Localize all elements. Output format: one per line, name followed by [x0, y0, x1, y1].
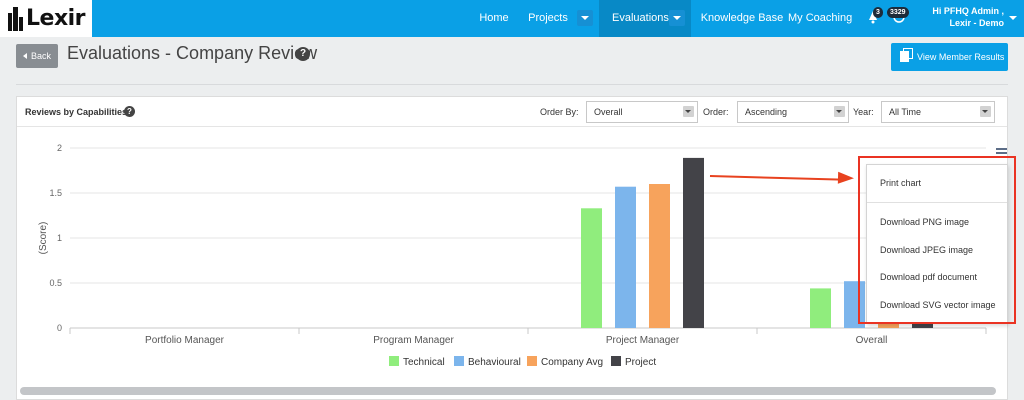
- legend-item-label: Project: [625, 357, 656, 368]
- top-navbar: Lexir Home Projects Evaluations Knowledg…: [0, 0, 1024, 37]
- y-tick-label: 2: [57, 143, 62, 153]
- capabilities-chart: 0 0.5 1 1.5 2 (Score) Portfolio Manager Program…: [38, 143, 987, 368]
- bar-behavioural: [615, 186, 636, 328]
- organization-name: Lexir - Demo: [949, 18, 1004, 28]
- menu-print-chart[interactable]: Print chart: [880, 178, 922, 188]
- y-tick-label: 0.5: [49, 278, 62, 288]
- legend-swatch: [389, 356, 399, 366]
- nav-home[interactable]: Home: [479, 12, 509, 24]
- bar-technical: [581, 208, 602, 328]
- view-member-results-button[interactable]: View Member Results: [891, 43, 1008, 71]
- x-tick-label: Portfolio Manager: [145, 335, 225, 346]
- back-arrow-icon: [22, 53, 27, 59]
- notifications-badge: 3: [873, 7, 883, 18]
- panel-help-icon[interactable]: ?: [124, 106, 135, 117]
- bar-project: [912, 322, 933, 328]
- logo-text: Lexir: [26, 6, 86, 31]
- horizontal-scrollbar[interactable]: [20, 387, 996, 395]
- panel-title: Reviews by Capabilities: [25, 107, 128, 117]
- year-value: All Time: [889, 107, 922, 117]
- points-badge: 3329: [887, 7, 909, 18]
- order-chevron-icon: [834, 106, 845, 117]
- x-tick-label: Project Manager: [606, 335, 680, 346]
- lexir-logo[interactable]: Lexir: [0, 0, 92, 37]
- legend-swatch: [611, 356, 621, 366]
- year-select[interactable]: All Time: [881, 101, 995, 123]
- y-tick-label: 1.5: [49, 188, 62, 198]
- nav-my-coaching[interactable]: My Coaching: [788, 12, 853, 24]
- annotation-arrow-head-icon: [837, 171, 855, 185]
- nav-projects[interactable]: Projects: [528, 12, 568, 24]
- page-title: Evaluations - Company Review: [67, 43, 318, 63]
- bar-project: [683, 157, 704, 328]
- menu-download-jpeg[interactable]: Download JPEG image: [880, 245, 974, 255]
- menu-download-svg[interactable]: Download SVG vector image: [880, 300, 996, 310]
- legend-swatch: [527, 356, 537, 366]
- menu-download-png[interactable]: Download PNG image: [880, 217, 970, 227]
- menu-separator: [867, 202, 1007, 203]
- order-value: Ascending: [745, 107, 788, 117]
- menu-download-pdf[interactable]: Download pdf document: [880, 272, 978, 282]
- bar-company-avg: [649, 184, 670, 328]
- legend-swatch: [454, 356, 464, 366]
- greeting-text: Hi PFHQ Admin ,: [932, 6, 1004, 16]
- header-divider: [16, 84, 1008, 85]
- y-tick-label: 1: [57, 233, 62, 243]
- back-button[interactable]: Back: [16, 44, 58, 68]
- order-by-select[interactable]: Overall: [586, 101, 698, 123]
- order-by-label: Order By:: [540, 107, 579, 117]
- documents-icon: [900, 48, 913, 62]
- order-label: Order:: [703, 107, 729, 117]
- order-select[interactable]: Ascending: [737, 101, 849, 123]
- year-chevron-icon: [980, 106, 991, 117]
- bar-company-avg: [878, 322, 899, 328]
- legend-item-label: Behavioural: [468, 357, 521, 368]
- x-tick-label: Program Manager: [373, 335, 454, 346]
- reviews-panel: Reviews by Capabilities ? Order By: Over…: [16, 96, 1008, 400]
- legend-item-label: Company Avg: [541, 357, 603, 368]
- nav-evaluations[interactable]: Evaluations: [599, 0, 691, 37]
- x-tick-label: Overall: [856, 335, 888, 346]
- annotation-highlight-box: [858, 156, 1016, 324]
- user-menu[interactable]: Hi PFHQ Admin , Lexir - Demo: [932, 5, 1017, 29]
- nav-evaluations-label: Evaluations: [612, 12, 669, 24]
- view-member-results-label: View Member Results: [917, 52, 1005, 62]
- back-label: Back: [30, 51, 51, 61]
- order-by-chevron-icon: [683, 106, 694, 117]
- nav-knowledge-base[interactable]: Knowledge Base: [700, 12, 784, 24]
- user-menu-chevron-icon: [1009, 16, 1017, 20]
- bar-technical: [810, 288, 831, 328]
- chart-export-menu: Print chart Download PNG image Download …: [866, 164, 1008, 324]
- projects-dropdown-icon[interactable]: [577, 10, 593, 26]
- building-logo-icon: [8, 6, 24, 31]
- year-label: Year:: [853, 107, 874, 117]
- legend-item-label: Technical: [403, 357, 445, 368]
- y-tick-label: 0: [57, 323, 62, 333]
- evaluations-dropdown-icon[interactable]: [669, 10, 685, 26]
- order-by-value: Overall: [594, 107, 623, 117]
- panel-header: Reviews by Capabilities ? Order By: Over…: [17, 97, 1007, 127]
- y-axis-label: (Score): [38, 222, 49, 255]
- page-help-icon[interactable]: ?: [296, 47, 310, 61]
